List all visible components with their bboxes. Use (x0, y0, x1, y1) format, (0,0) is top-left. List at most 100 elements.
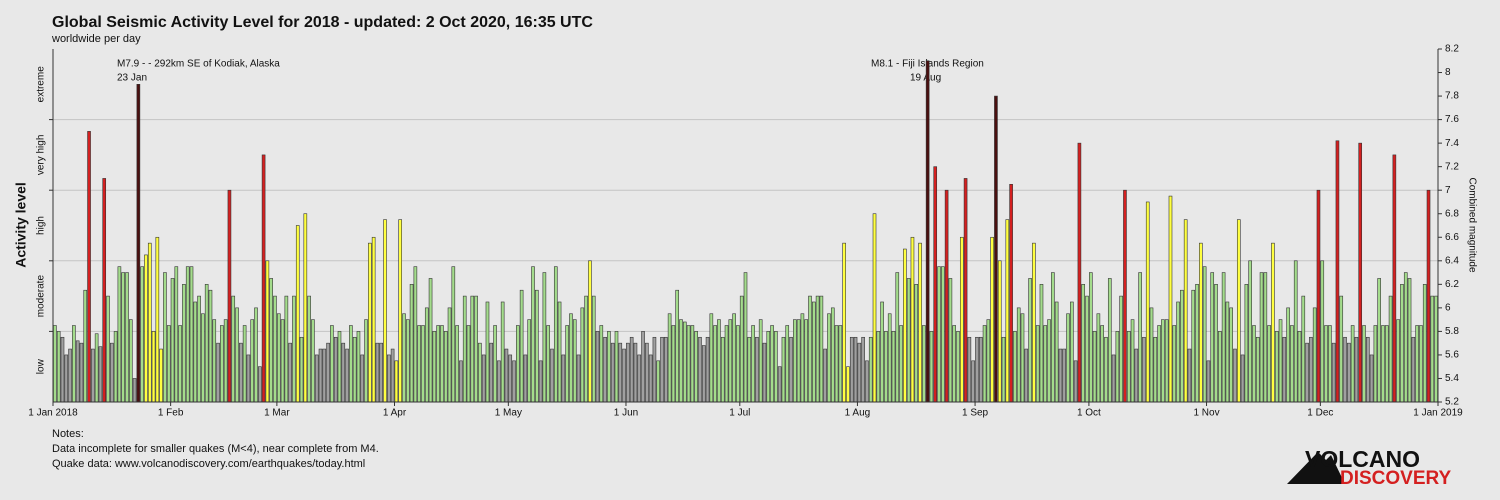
bar (865, 360, 869, 403)
bar (758, 319, 763, 403)
bar (497, 360, 501, 403)
bar (1316, 189, 1321, 403)
bar (394, 360, 399, 403)
bar (132, 378, 137, 403)
y-axis-label: Activity level (13, 182, 29, 268)
bar (1248, 260, 1252, 403)
bar (1104, 336, 1108, 403)
bar (440, 325, 444, 403)
bar (785, 325, 790, 403)
bar (489, 342, 494, 403)
bar (106, 295, 110, 403)
y2-tick-label: 7.2 (1445, 161, 1459, 172)
bar (1066, 313, 1070, 403)
y2-axis-label: Combined magnitude (1466, 177, 1477, 272)
bar (956, 331, 960, 403)
bar (1339, 295, 1344, 403)
bar (1043, 325, 1048, 403)
bar (201, 313, 205, 403)
bar (595, 331, 600, 403)
bar (455, 325, 459, 403)
bar (1218, 331, 1222, 403)
bar (747, 336, 752, 403)
bar (197, 295, 201, 403)
bar (1278, 319, 1283, 403)
y2-tick-label: 7 (1445, 185, 1451, 196)
bar (675, 289, 679, 403)
bar (793, 319, 797, 403)
bar (250, 319, 255, 403)
bar (303, 213, 308, 403)
bar (739, 295, 744, 403)
bar (1430, 295, 1435, 403)
bar (121, 272, 125, 403)
bar (1081, 284, 1086, 403)
bar (1415, 325, 1419, 403)
bar (853, 336, 858, 403)
bar (189, 266, 194, 403)
bar (660, 336, 664, 403)
bar (1381, 325, 1385, 403)
bar (618, 342, 623, 403)
bar (701, 345, 706, 403)
bar (830, 307, 835, 403)
bar (781, 336, 786, 403)
bar (607, 331, 611, 403)
bar (1138, 272, 1142, 403)
bar (1233, 348, 1237, 403)
y2-tick-label: 8.2 (1445, 44, 1459, 55)
bar (402, 313, 406, 403)
bar (375, 342, 380, 403)
bar (265, 260, 270, 403)
bar (1407, 278, 1412, 403)
bar (1039, 284, 1044, 403)
bar (519, 289, 524, 403)
note: Data incomplete for smaller quakes (M<4)… (52, 443, 379, 455)
bar (155, 236, 160, 403)
note: Quake data: www.volcanodiscovery.com/ear… (52, 458, 365, 470)
bar (83, 289, 88, 403)
bar (736, 325, 740, 403)
bar (421, 325, 425, 403)
bar (436, 325, 440, 403)
bar (1009, 184, 1013, 403)
bar (1157, 325, 1161, 403)
bar (694, 331, 698, 403)
bar (1176, 301, 1180, 403)
bar (565, 325, 569, 403)
bar (899, 325, 903, 403)
bar (235, 307, 239, 403)
bar (1377, 278, 1381, 403)
bar (1119, 295, 1123, 403)
bar (937, 266, 941, 403)
bar (246, 354, 251, 403)
bar (299, 336, 304, 403)
bar (1047, 319, 1051, 403)
bar (887, 313, 892, 403)
logo-text: DISCOVERY (1340, 468, 1452, 489)
level-label: moderate (36, 275, 47, 318)
bar (808, 295, 812, 403)
bar (53, 325, 57, 403)
bar (846, 366, 850, 403)
bar (242, 325, 247, 403)
bar (812, 301, 816, 403)
bar (1070, 301, 1074, 403)
bar (1419, 325, 1423, 403)
bar (1328, 325, 1332, 403)
bar (872, 213, 877, 403)
bar (462, 295, 467, 403)
bar (914, 284, 919, 403)
bar (622, 348, 626, 403)
annotation-date: 19 Aug (910, 73, 941, 84)
bar (182, 284, 186, 403)
bar (1107, 278, 1112, 403)
bar (1225, 301, 1230, 403)
bar (326, 342, 330, 403)
y2-tick-label: 7.4 (1445, 138, 1459, 149)
y2-tick-label: 8 (1445, 67, 1451, 78)
bar (614, 331, 619, 403)
bar (1358, 142, 1363, 403)
bar (948, 278, 953, 403)
bar (1206, 360, 1211, 403)
